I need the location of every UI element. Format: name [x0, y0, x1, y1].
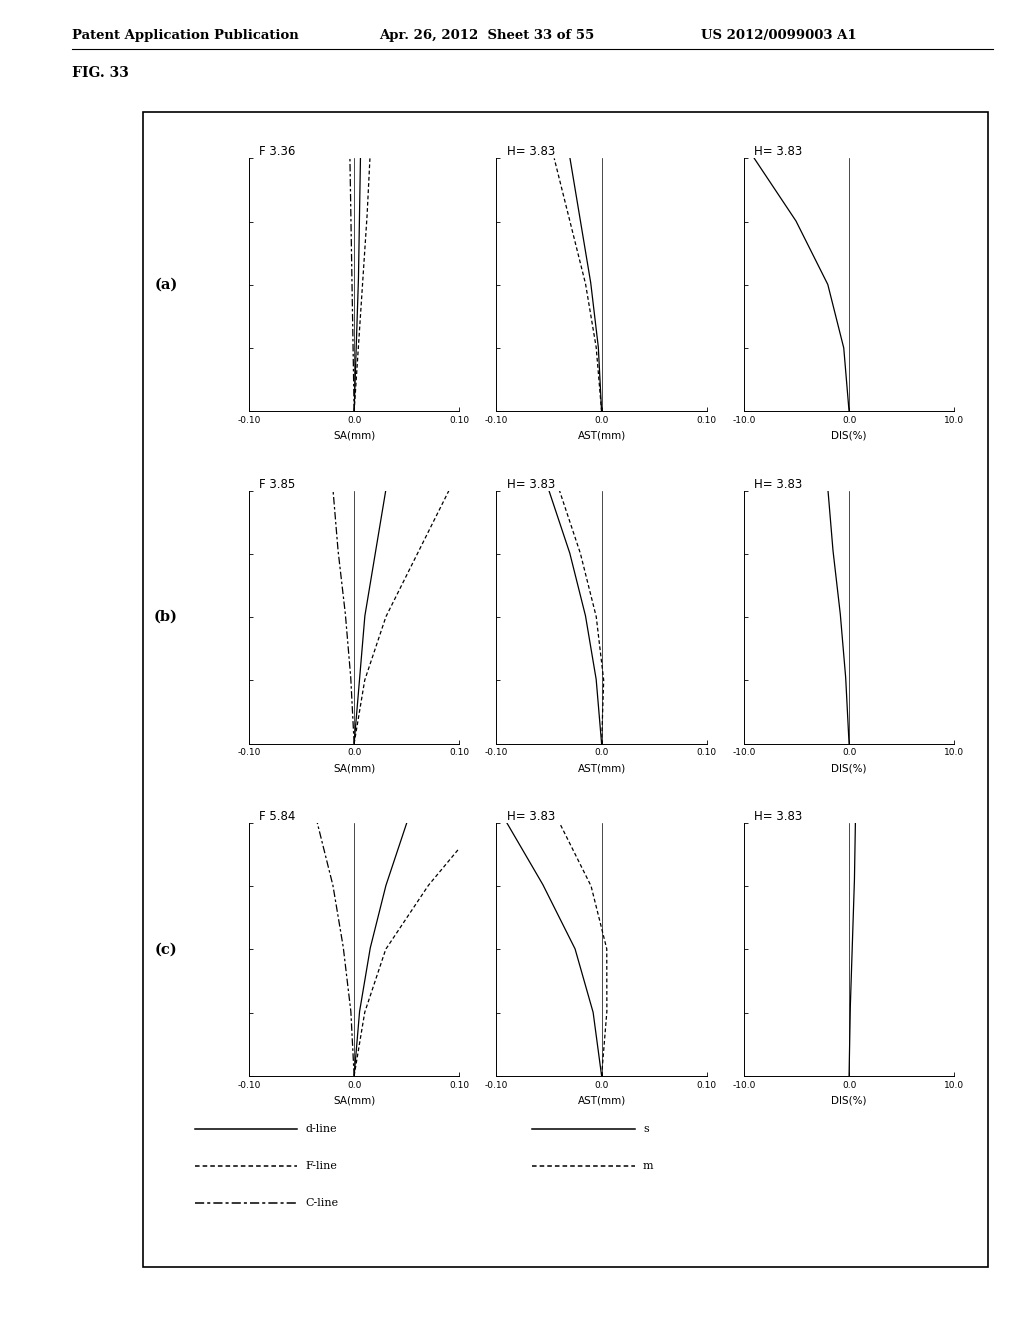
- Text: US 2012/0099003 A1: US 2012/0099003 A1: [701, 29, 857, 42]
- X-axis label: AST(mm): AST(mm): [578, 430, 626, 441]
- Text: H= 3.83: H= 3.83: [507, 478, 555, 491]
- Text: H= 3.83: H= 3.83: [755, 478, 803, 491]
- Text: s: s: [643, 1123, 649, 1134]
- Text: (b): (b): [154, 610, 178, 624]
- Text: (a): (a): [155, 279, 177, 292]
- X-axis label: AST(mm): AST(mm): [578, 1096, 626, 1105]
- X-axis label: SA(mm): SA(mm): [333, 1096, 375, 1105]
- X-axis label: DIS(%): DIS(%): [831, 763, 867, 774]
- Text: FIG. 33: FIG. 33: [72, 66, 129, 81]
- X-axis label: SA(mm): SA(mm): [333, 763, 375, 774]
- Text: F 3.36: F 3.36: [259, 145, 296, 158]
- X-axis label: DIS(%): DIS(%): [831, 430, 867, 441]
- Text: H= 3.83: H= 3.83: [507, 809, 555, 822]
- X-axis label: DIS(%): DIS(%): [831, 1096, 867, 1105]
- Text: H= 3.83: H= 3.83: [755, 145, 803, 158]
- Text: H= 3.83: H= 3.83: [755, 809, 803, 822]
- Text: F-line: F-line: [305, 1160, 337, 1171]
- Text: d-line: d-line: [305, 1123, 337, 1134]
- Text: C-line: C-line: [305, 1197, 338, 1208]
- X-axis label: SA(mm): SA(mm): [333, 430, 375, 441]
- Text: m: m: [643, 1160, 653, 1171]
- Text: Apr. 26, 2012  Sheet 33 of 55: Apr. 26, 2012 Sheet 33 of 55: [379, 29, 594, 42]
- Text: Patent Application Publication: Patent Application Publication: [72, 29, 298, 42]
- X-axis label: AST(mm): AST(mm): [578, 763, 626, 774]
- Text: F 5.84: F 5.84: [259, 809, 296, 822]
- Text: F 3.85: F 3.85: [259, 478, 296, 491]
- Text: (c): (c): [155, 942, 177, 956]
- Text: H= 3.83: H= 3.83: [507, 145, 555, 158]
